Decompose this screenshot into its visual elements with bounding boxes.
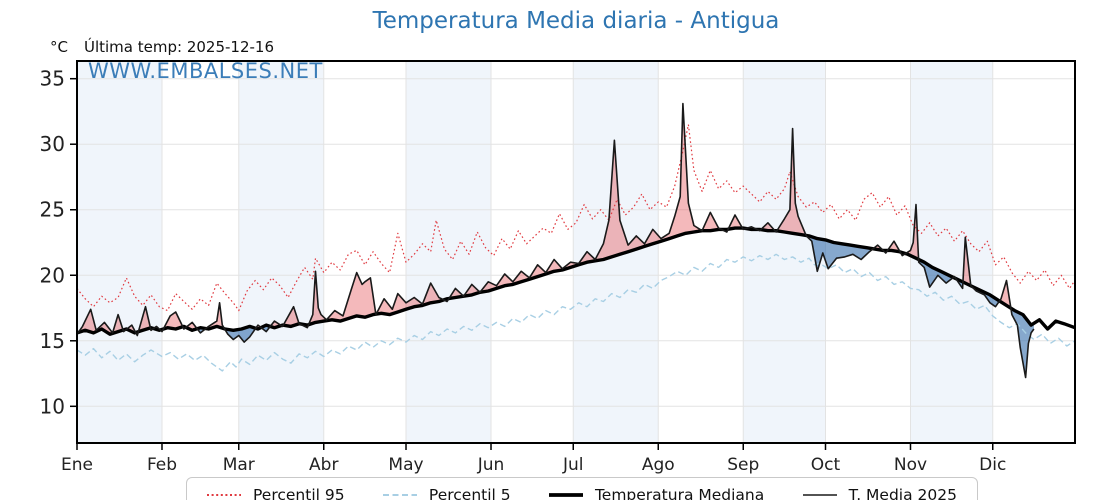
series-percentil-5 xyxy=(76,253,1076,372)
y-tick-label: 20 xyxy=(40,263,65,287)
legend-label: Percentil 5 xyxy=(428,486,511,500)
x-tick-label: Oct xyxy=(811,455,841,475)
chart-title: Temperatura Media diaria - Antigua xyxy=(372,8,780,34)
fill-above-median xyxy=(78,103,1011,335)
month-band xyxy=(910,61,993,443)
x-tick-label: Dic xyxy=(979,455,1006,475)
chart-subtitle: °C Última temp: 2025-12-16 xyxy=(50,38,274,56)
legend-item-percentil-95: Percentil 95 xyxy=(207,486,345,500)
x-tick-label: Jun xyxy=(477,455,505,475)
last-temp-label: Última temp: 2025-12-16 xyxy=(83,38,274,56)
legend-item-percentil-5: Percentil 5 xyxy=(382,486,511,500)
y-axis-unit-label: °C xyxy=(50,38,68,56)
legend-label: Temperatura Mediana xyxy=(594,486,765,500)
x-tick-label: Sep xyxy=(727,455,759,475)
legend-item-temperatura-mediana: Temperatura Mediana xyxy=(548,486,765,500)
month-band xyxy=(743,61,826,443)
series-percentil-95 xyxy=(76,124,1076,312)
x-tick-label: Mar xyxy=(223,455,255,475)
x-tick-label: Feb xyxy=(147,455,177,475)
x-tick-label: Nov xyxy=(894,455,927,475)
y-tick-label: 15 xyxy=(40,329,65,353)
legend-label: Percentil 95 xyxy=(253,486,345,500)
legend-item-t-media-2025: T. Media 2025 xyxy=(802,486,957,500)
x-tick-label: Ago xyxy=(642,455,675,475)
month-band xyxy=(238,61,324,443)
plot-border xyxy=(76,60,1076,444)
y-tick-label: 35 xyxy=(40,67,65,91)
month-band xyxy=(406,61,492,443)
percentil-95-line-swatch xyxy=(207,491,241,499)
y-tick-label: 25 xyxy=(40,198,65,222)
y-tick-label: 10 xyxy=(40,394,65,418)
t-media-2025-line-swatch xyxy=(802,491,837,499)
percentil-5-line-swatch xyxy=(382,491,417,499)
y-tick-label: 30 xyxy=(40,132,65,156)
x-tick-label: Ene xyxy=(61,455,93,475)
temperatura-mediana-line-swatch xyxy=(548,491,583,499)
series-t-media-2025 xyxy=(76,102,1035,379)
legend-box: Percentil 95 Percentil 5 Temperatura Med… xyxy=(186,477,978,500)
legend-label: T. Media 2025 xyxy=(848,486,957,500)
x-tick-label: Jul xyxy=(562,455,584,475)
month-band xyxy=(77,61,162,443)
x-tick-label: May xyxy=(388,455,423,475)
x-tick-label: Abr xyxy=(309,455,338,475)
watermark-text: WWW.EMBALSES.NET xyxy=(88,59,323,83)
